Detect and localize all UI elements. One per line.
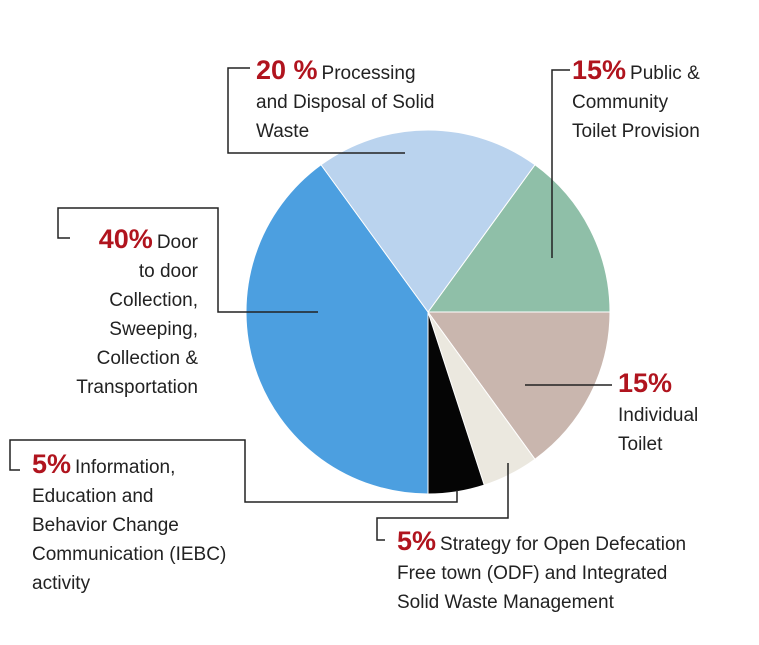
pie-slice-1 xyxy=(427,311,611,460)
pie-slice-4 xyxy=(245,164,429,495)
label-public-toilet: 15% Public & Community Toilet Provision xyxy=(572,55,700,143)
pie-slice-5 xyxy=(320,129,536,313)
label-individual-toilet: 15% Individual Toilet xyxy=(618,368,699,456)
leader-line-processing xyxy=(227,67,405,154)
leader-line-odf xyxy=(376,463,509,541)
leader-lines xyxy=(9,67,612,541)
label-processing: 20 % Processing and Disposal of Solid Waste xyxy=(256,55,435,143)
pie-slice-0 xyxy=(427,164,611,313)
label-odf: 5% Strategy for Open Defecation Free town … xyxy=(397,526,687,614)
label-door-to-door: 40% Door to door Collection, Sweeping, Collec… xyxy=(76,224,198,399)
label-iebc: 5% Information, Education and Behavior Chan… xyxy=(32,449,227,595)
leader-line-public xyxy=(551,69,570,258)
leader-line-iebc xyxy=(9,439,458,503)
leader-line-door xyxy=(57,207,318,313)
